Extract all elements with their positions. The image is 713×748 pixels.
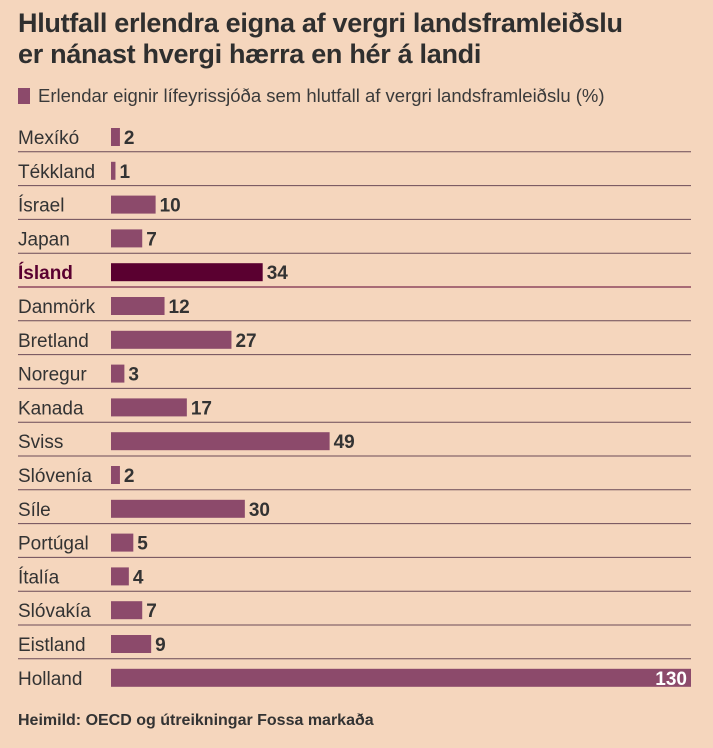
category-label: Tékkland — [18, 162, 95, 183]
value-label: 34 — [267, 263, 289, 284]
bar — [111, 263, 263, 282]
category-label: Ísrael — [18, 196, 64, 217]
bar — [111, 330, 232, 349]
category-label: Ítalía — [18, 567, 60, 588]
value-label: 17 — [191, 398, 212, 419]
source-note: Heimild: OECD og útreikningar Fossa mark… — [18, 712, 374, 729]
category-label: Portúgal — [18, 534, 89, 555]
bar — [111, 229, 143, 248]
category-label: Japan — [18, 229, 70, 250]
value-label: 7 — [146, 229, 157, 250]
value-label: 12 — [169, 297, 190, 318]
legend-label: Erlendar eignir lífeyrissjóða sem hlutfa… — [38, 85, 605, 106]
chart-title-line-1: Hlutfall erlendra eigna af vergri landsf… — [18, 8, 623, 38]
value-label: 10 — [160, 196, 181, 217]
value-label: 30 — [249, 500, 270, 521]
category-label: Ísland — [18, 262, 73, 284]
bar — [111, 601, 143, 620]
value-label: 7 — [146, 601, 157, 622]
category-label: Eistland — [18, 635, 86, 656]
bar — [111, 466, 120, 484]
bar — [111, 533, 134, 552]
category-label: Slóvenía — [18, 466, 92, 487]
value-label: 27 — [235, 331, 256, 352]
value-label: 1 — [119, 162, 130, 183]
value-label: 3 — [128, 365, 139, 386]
bar — [111, 635, 152, 653]
category-label: Holland — [18, 669, 82, 690]
value-label: 49 — [334, 432, 355, 453]
category-label: Bretland — [18, 331, 89, 352]
value-label: 2 — [124, 466, 135, 487]
chart-title: Hlutfall erlendra eigna af vergri landsf… — [18, 8, 708, 70]
bar — [111, 499, 245, 518]
category-label: Sviss — [18, 432, 63, 453]
value-label: 2 — [124, 128, 135, 149]
bar — [111, 364, 125, 383]
bar — [111, 161, 116, 180]
category-label: Kanada — [18, 398, 84, 419]
category-label: Noregur — [18, 365, 87, 386]
category-label: Slóvakía — [18, 601, 91, 622]
chart-legend: Erlendar eignir lífeyrissjóða sem hlutfa… — [18, 84, 605, 108]
bar — [111, 567, 129, 586]
value-label: 4 — [133, 567, 144, 588]
category-label: Síle — [18, 500, 51, 521]
bar — [111, 297, 165, 315]
chart-title-line-2: er nánast hvergi hærra en hér á landi — [18, 39, 482, 69]
bar — [111, 432, 330, 451]
bar — [111, 195, 156, 214]
value-label: 9 — [155, 635, 166, 656]
value-label: 5 — [137, 534, 148, 555]
bar — [111, 398, 187, 417]
value-label: 130 — [655, 669, 687, 690]
category-label: Mexíkó — [18, 128, 79, 149]
bar — [111, 128, 120, 146]
bar — [111, 668, 691, 687]
legend-swatch — [18, 88, 30, 104]
category-label: Danmörk — [18, 297, 96, 318]
